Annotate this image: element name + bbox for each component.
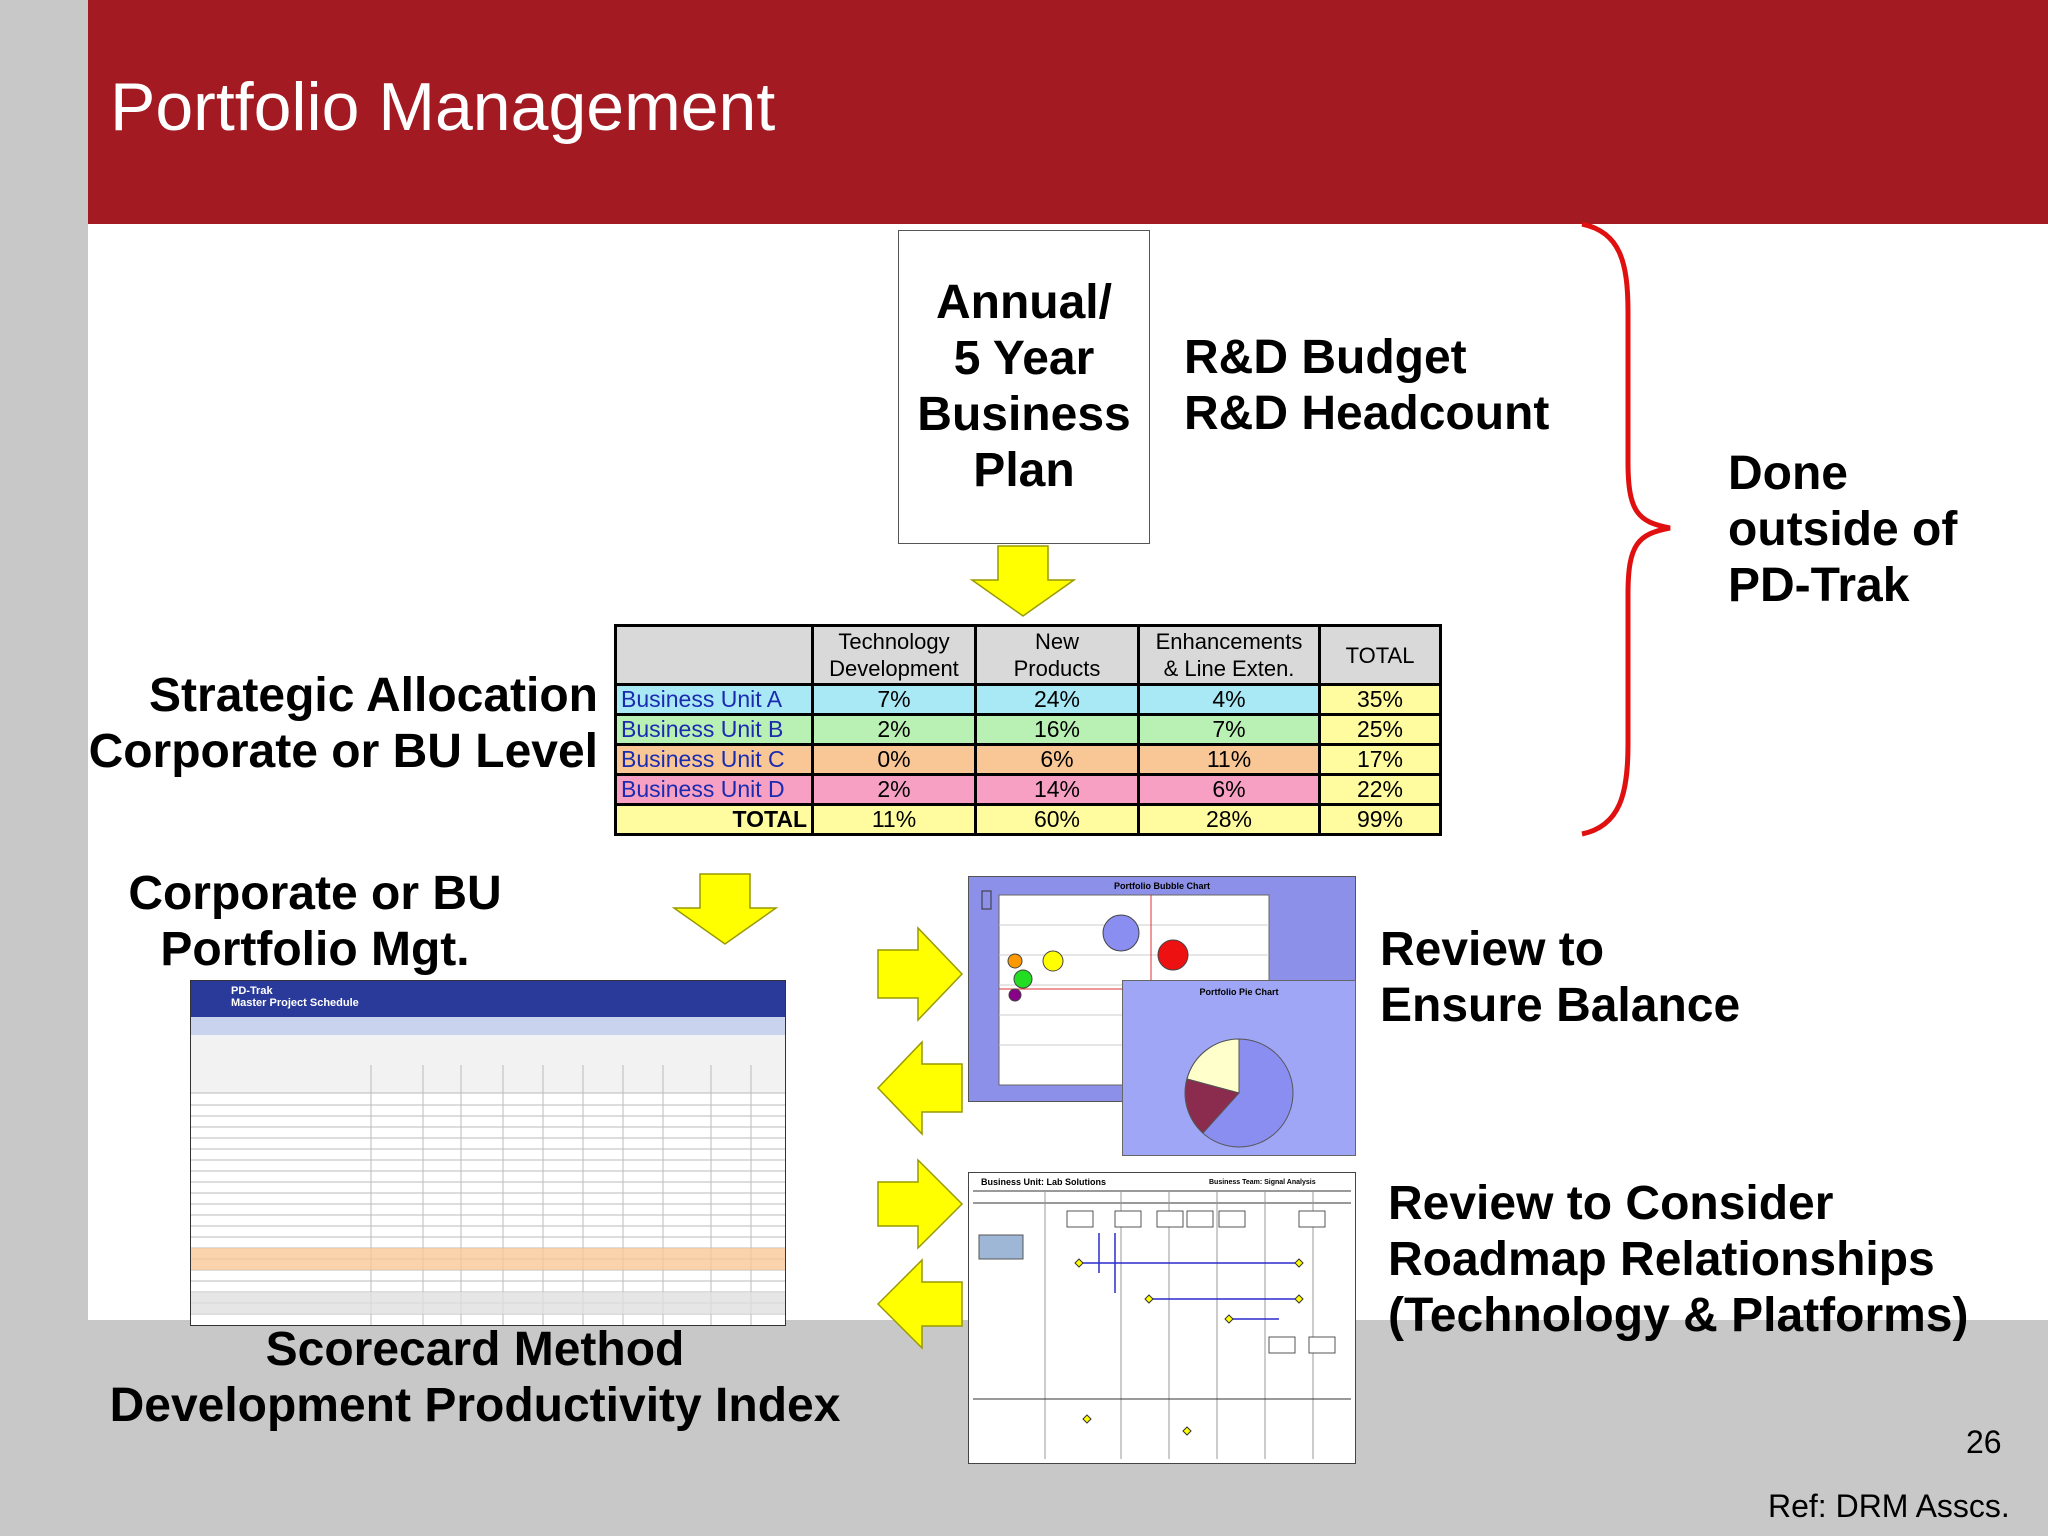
- scorecard-thumb-title: PD-Trak: [231, 985, 273, 997]
- unit-cell: Business Unit B: [614, 713, 814, 746]
- header-cell-total: TOTAL: [1318, 624, 1442, 686]
- enh-cell: 6%: [1137, 773, 1321, 806]
- down-arrow-portfolio: [671, 873, 779, 945]
- page-number: 26: [1966, 1424, 2002, 1460]
- tech-cell: 2%: [811, 773, 977, 806]
- scorecard-line-2: Development Productivity Index: [109, 1379, 841, 1432]
- pie-chart-thumbnail: Portfolio Pie Chart: [1122, 980, 1356, 1156]
- header-cell-empty: [614, 624, 814, 686]
- scorecard-thumb-subtitle: Master Project Schedule: [231, 997, 359, 1009]
- scorecard-thumbnail: PD-Trak Master Project Schedule: [190, 980, 786, 1326]
- balance-line-1: Review to: [1380, 923, 1605, 976]
- bubble-chart-title: Portfolio Bubble Chart: [1114, 881, 1210, 891]
- down-arrow-plan: [969, 545, 1077, 617]
- slide-title: Portfolio Management: [110, 69, 776, 145]
- budget-line-2: R&D Headcount: [1184, 387, 1550, 440]
- roadmap-thumb-team: Business Team: Signal Analysis: [1209, 1179, 1316, 1186]
- new-cell: 24%: [974, 683, 1140, 716]
- done-line-1: Done: [1728, 447, 1848, 500]
- header-cell-enh: Enhancements & Line Exten.: [1137, 624, 1321, 686]
- new-cell: 16%: [974, 713, 1140, 746]
- done-line-2: outside of: [1728, 503, 1958, 556]
- bidirectional-arrows-roadmap: [876, 1158, 964, 1350]
- pie-chart-title: Portfolio Pie Chart: [1199, 987, 1279, 997]
- strategic-line-1: Strategic Allocation: [149, 669, 598, 722]
- allocation-table: Technology Development New Products Enhanc…: [614, 624, 1442, 836]
- balance-text: Review to Ensure Balance: [1380, 922, 1740, 1034]
- new-cell: 6%: [974, 743, 1140, 776]
- balance-line-2: Ensure Balance: [1380, 979, 1741, 1032]
- roadmap-thumb-plot: [973, 1190, 1351, 1459]
- new-cell: 14%: [974, 773, 1140, 806]
- scorecard-line-1: Scorecard Method: [265, 1323, 685, 1376]
- reference-text: Ref: DRM Asscs.: [1768, 1488, 2010, 1524]
- done-outside-text: Done outside of PD-Trak: [1728, 446, 1957, 614]
- scorecard-thumb-grid: [191, 1035, 785, 1325]
- unit-cell: Business Unit A: [614, 683, 814, 716]
- table-header-row: Technology Development New Products Enhanc…: [614, 624, 1442, 686]
- unit-cell: Business Unit D: [614, 773, 814, 806]
- done-line-3: PD-Trak: [1728, 559, 1910, 612]
- header-cell-new: New Products: [974, 624, 1140, 686]
- roadmap-line-1: Review to Consider: [1388, 1177, 1834, 1230]
- enh-cell: 4%: [1137, 683, 1321, 716]
- bidirectional-arrows-balance: [876, 926, 964, 1136]
- budget-line-1: R&D Budget: [1184, 331, 1467, 384]
- strategic-line-2: Corporate or BU Level: [88, 725, 598, 778]
- enh-cell: 28%: [1137, 803, 1321, 836]
- portfolio-line-1: Corporate or BU: [128, 867, 502, 920]
- table-row: Business Unit A 7% 24% 4% 35%: [614, 683, 1442, 716]
- header-cell-tech: Technology Development: [811, 624, 977, 686]
- plan-line-4: Plan: [973, 444, 1075, 497]
- unit-cell: Business Unit C: [614, 743, 814, 776]
- plan-line-1: Annual/: [935, 276, 1112, 329]
- scorecard-text: Scorecard Method Development Productivit…: [80, 1322, 870, 1434]
- tech-cell: 11%: [811, 803, 977, 836]
- total-cell: 22%: [1318, 773, 1442, 806]
- roadmap-thumbnail: Business Unit: Lab Solutions Business Te…: [968, 1172, 1356, 1464]
- budget-text: R&D Budget R&D Headcount: [1184, 330, 1549, 442]
- table-row: Business Unit B 2% 16% 7% 25%: [614, 713, 1442, 746]
- portfolio-line-2: Portfolio Mgt.: [160, 923, 470, 976]
- roadmap-line-2: Roadmap Relationships: [1388, 1233, 1935, 1286]
- plan-line-2: 5 Year: [953, 332, 1095, 385]
- total-cell: 25%: [1318, 713, 1442, 746]
- tech-cell: 2%: [811, 713, 977, 746]
- roadmap-thumb-unit: Business Unit: Lab Solutions: [981, 1177, 1107, 1187]
- strategic-text: Strategic Allocation Corporate or BU Lev…: [58, 668, 598, 780]
- total-label-cell: TOTAL: [614, 803, 814, 836]
- plan-line-3: Business: [917, 388, 1131, 441]
- table-row: Business Unit C 0% 6% 11% 17%: [614, 743, 1442, 776]
- enh-cell: 11%: [1137, 743, 1321, 776]
- tech-cell: 7%: [811, 683, 977, 716]
- scorecard-thumb-tabs: [191, 1017, 785, 1035]
- enh-cell: 7%: [1137, 713, 1321, 746]
- roadmap-text: Review to Consider Roadmap Relationships…: [1388, 1176, 1968, 1344]
- total-cell: 35%: [1318, 683, 1442, 716]
- table-row-total: TOTAL 11% 60% 28% 99%: [614, 803, 1442, 836]
- table-row: Business Unit D 2% 14% 6% 22%: [614, 773, 1442, 806]
- total-cell: 17%: [1318, 743, 1442, 776]
- total-cell: 99%: [1318, 803, 1442, 836]
- business-plan-box: Annual/ 5 Year Business Plan: [898, 230, 1150, 544]
- pie-chart-plot: [1184, 1038, 1294, 1148]
- title-bar: [88, 0, 2048, 224]
- scorecard-thumb-header: PD-Trak Master Project Schedule: [191, 981, 785, 1017]
- curly-brace: [1581, 222, 1671, 837]
- portfolio-text: Corporate or BU Portfolio Mgt.: [80, 866, 550, 978]
- tech-cell: 0%: [811, 743, 977, 776]
- roadmap-line-3: (Technology & Platforms): [1388, 1289, 1969, 1342]
- new-cell: 60%: [974, 803, 1140, 836]
